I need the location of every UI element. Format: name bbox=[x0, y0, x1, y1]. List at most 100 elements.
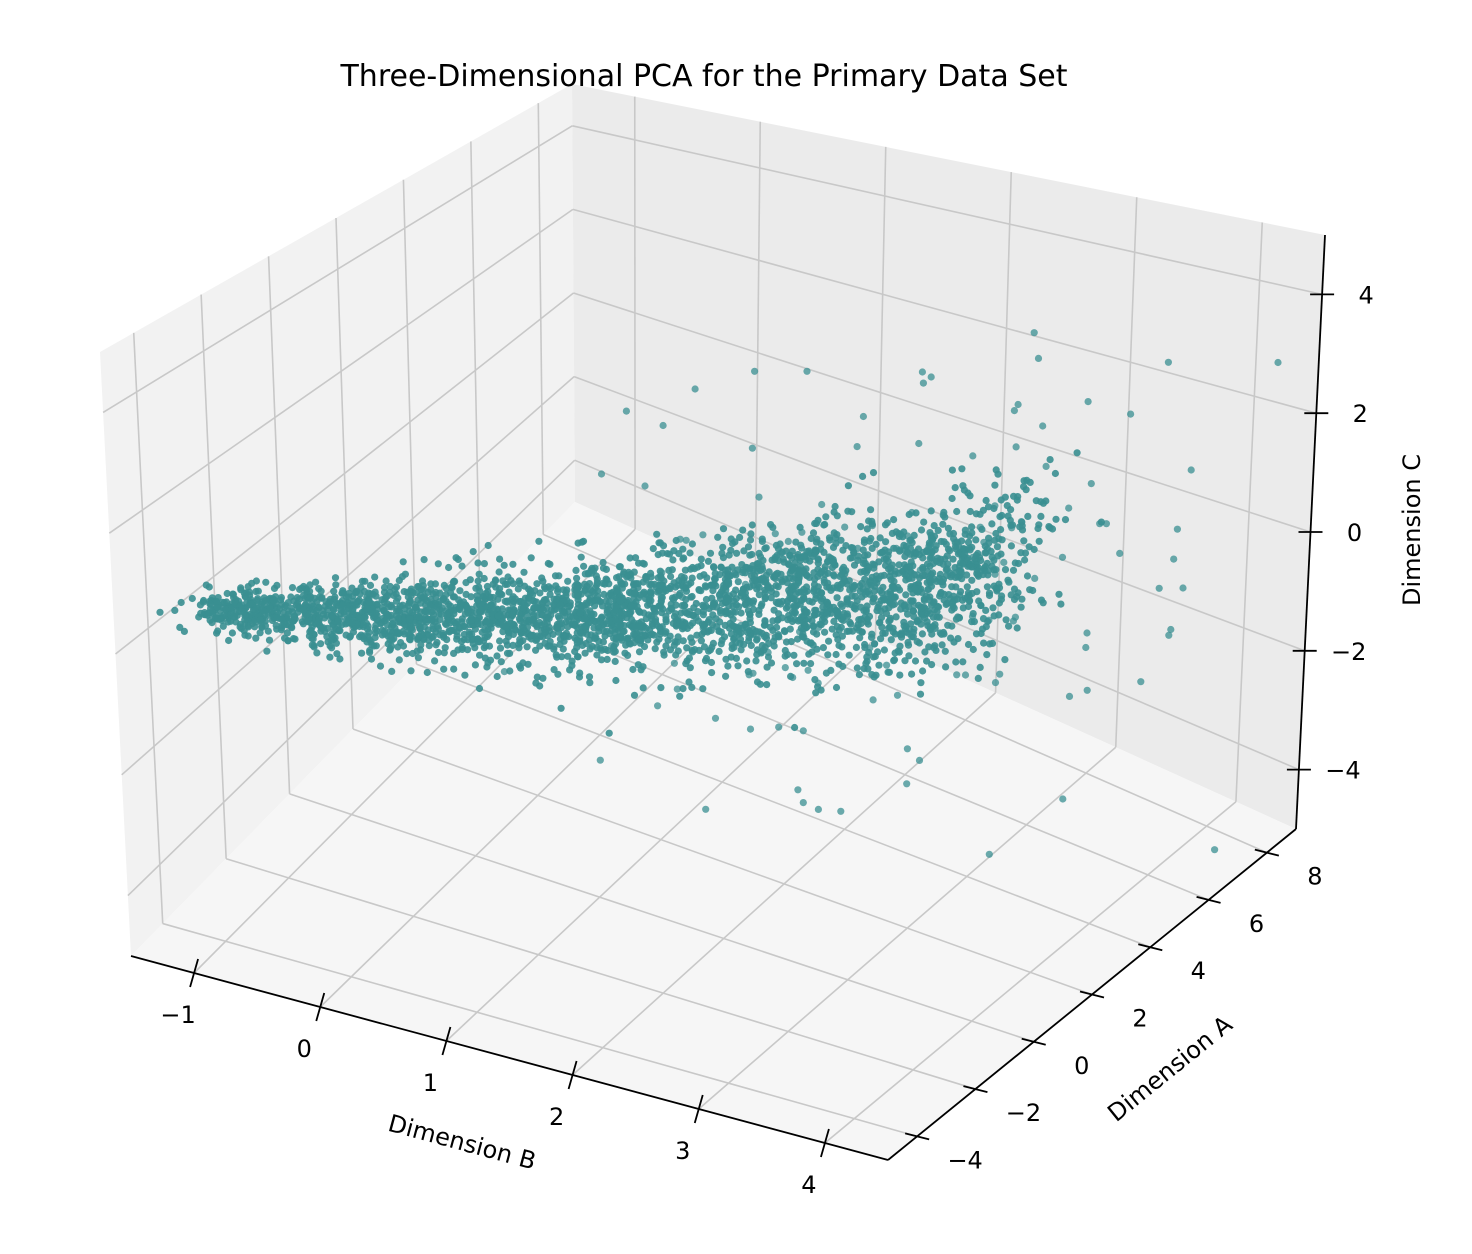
scatter-point bbox=[412, 603, 420, 611]
scatter-point bbox=[949, 555, 957, 563]
scatter-point bbox=[788, 617, 797, 626]
scatter-point bbox=[399, 601, 407, 609]
scatter-point bbox=[829, 558, 837, 566]
scatter-point bbox=[248, 579, 256, 587]
x-axis-line bbox=[130, 955, 889, 1161]
gridline-y-floor bbox=[352, 728, 1093, 996]
scatter-point bbox=[434, 560, 442, 568]
scatter-point bbox=[966, 507, 974, 516]
scatter-point bbox=[739, 568, 747, 577]
scatter-point bbox=[536, 682, 544, 690]
x-tick-mark bbox=[189, 958, 199, 988]
scatter-point bbox=[961, 526, 970, 534]
x-tick-mark bbox=[315, 992, 326, 1022]
scatter-point bbox=[809, 552, 817, 561]
scatter-point bbox=[380, 606, 388, 615]
scatter-point bbox=[656, 581, 664, 589]
scatter-point bbox=[753, 635, 761, 643]
scatter-point bbox=[1039, 422, 1047, 430]
scatter-point bbox=[624, 634, 632, 642]
scatter-point bbox=[1031, 574, 1039, 583]
scatter-point bbox=[593, 579, 601, 587]
scatter-point bbox=[361, 577, 369, 585]
scatter-point bbox=[541, 585, 549, 593]
scatter-point bbox=[775, 723, 783, 731]
scatter-point bbox=[616, 633, 625, 641]
scatter-point bbox=[857, 523, 865, 531]
scatter-point bbox=[628, 623, 637, 631]
scatter-point bbox=[468, 636, 476, 644]
scatter-point bbox=[557, 704, 565, 712]
scatter-point bbox=[1004, 512, 1012, 520]
scatter-point bbox=[439, 595, 447, 604]
scatter-point bbox=[447, 602, 455, 610]
scatter-point bbox=[519, 659, 527, 667]
scatter-point bbox=[642, 624, 650, 632]
scatter-point bbox=[539, 577, 547, 585]
scatter-point bbox=[860, 538, 869, 547]
scatter-point bbox=[1022, 486, 1030, 494]
scatter-point bbox=[325, 599, 333, 607]
scatter-point bbox=[1009, 566, 1018, 574]
scatter-point bbox=[573, 629, 581, 637]
x-tick-mark bbox=[441, 1026, 452, 1056]
scatter-point bbox=[509, 560, 517, 568]
scatter-point bbox=[1116, 549, 1124, 558]
scatter-point bbox=[630, 590, 638, 598]
scatter-point bbox=[465, 628, 473, 636]
scatter-point bbox=[920, 596, 929, 605]
scatter-point bbox=[755, 583, 763, 592]
scatter-point bbox=[417, 641, 425, 649]
scatter-point bbox=[714, 533, 722, 541]
scatter-point bbox=[1065, 692, 1074, 701]
scatter-point bbox=[664, 636, 672, 644]
scatter-point bbox=[823, 598, 832, 607]
scatter-point bbox=[911, 657, 920, 665]
scatter-point bbox=[857, 615, 865, 624]
scatter-point bbox=[676, 692, 684, 700]
scatter-point bbox=[665, 566, 673, 575]
scatter-point bbox=[287, 593, 295, 601]
scatter-point bbox=[927, 373, 935, 381]
scatter-point bbox=[411, 619, 419, 627]
scatter-point bbox=[882, 609, 891, 618]
scatter-point bbox=[1052, 515, 1060, 523]
scatter-point bbox=[564, 652, 572, 660]
scatter-point bbox=[456, 599, 465, 607]
scatter-point bbox=[936, 578, 945, 586]
scatter-point bbox=[829, 543, 838, 552]
scatter-point bbox=[649, 545, 657, 553]
scatter-point bbox=[288, 624, 296, 632]
scatter-point bbox=[799, 799, 807, 807]
scatter-point bbox=[682, 536, 690, 544]
scatter-point bbox=[361, 613, 369, 621]
scatter-point bbox=[627, 608, 635, 616]
scatter-point bbox=[734, 578, 742, 586]
scatter-point bbox=[913, 618, 921, 626]
scatter-point bbox=[1013, 624, 1021, 632]
scatter-point bbox=[473, 596, 481, 604]
scatter-point bbox=[830, 617, 838, 626]
scatter-point bbox=[197, 609, 205, 618]
scatter-point bbox=[756, 553, 765, 561]
scatter-point bbox=[642, 615, 650, 623]
scatter-point bbox=[338, 589, 347, 597]
scatter-point bbox=[1083, 686, 1091, 694]
scatter-point bbox=[941, 647, 949, 655]
scatter-point bbox=[312, 578, 320, 586]
scatter-point bbox=[608, 642, 616, 650]
scatter-point bbox=[388, 667, 396, 676]
scatter-point bbox=[896, 642, 904, 650]
scatter-point bbox=[380, 598, 388, 606]
scatter-point bbox=[996, 670, 1004, 678]
scatter-point bbox=[415, 583, 423, 591]
scatter-point bbox=[244, 632, 252, 640]
scatter-point bbox=[597, 470, 606, 478]
scatter-point bbox=[622, 407, 631, 415]
scatter-point bbox=[897, 633, 906, 641]
scatter-point bbox=[355, 596, 363, 604]
scatter-point bbox=[395, 656, 403, 664]
scatter-point bbox=[746, 567, 754, 575]
scatter-point bbox=[807, 660, 815, 668]
